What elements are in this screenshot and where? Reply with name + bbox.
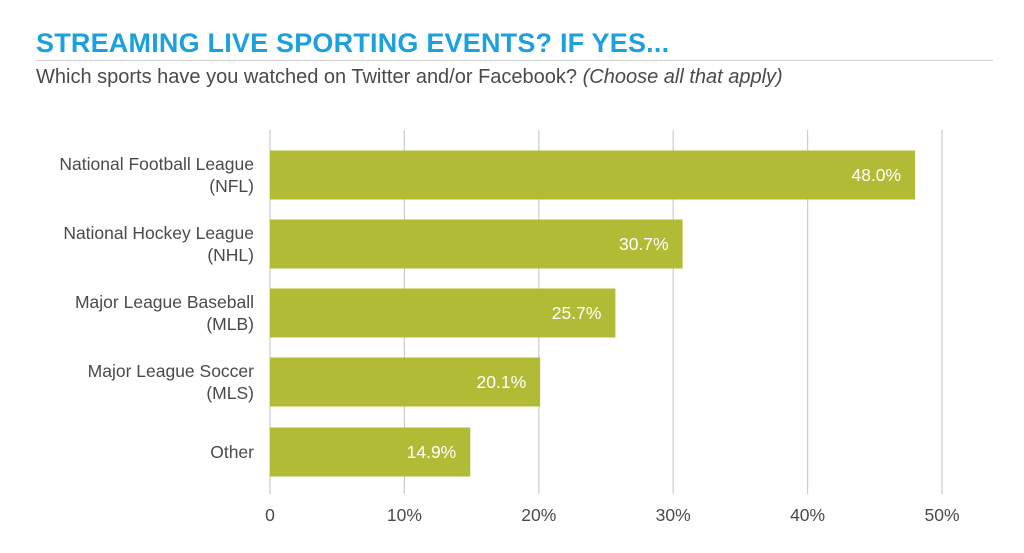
category-label: Other [210,442,254,462]
data-label: 25.7% [552,303,602,323]
bar [270,150,916,200]
bar [270,357,541,407]
data-label: 14.9% [407,442,457,462]
bar [270,219,683,269]
x-tick-label: 0 [265,505,275,525]
chart-title: STREAMING LIVE SPORTING EVENTS? IF YES..… [36,28,670,58]
category-label: (NHL) [207,245,254,265]
bar [270,427,471,477]
category-label: National Football League [59,154,254,174]
x-tick-label: 20% [521,505,556,525]
title-divider [36,60,993,61]
data-label: 48.0% [851,165,901,185]
x-tick-label: 40% [790,505,825,525]
category-label: (MLB) [206,314,254,334]
x-tick-labels: 0 10% 20% 30% 40% 50% [265,505,959,525]
category-label: (NFL) [209,176,254,196]
x-tick-label: 30% [656,505,691,525]
data-label: 30.7% [619,234,669,254]
bars: 48.0% 30.7% 25.7% 20.1% 14.9% [270,150,916,477]
category-label: (MLS) [206,383,254,403]
category-label: National Hockey League [63,223,254,243]
category-label: Major League Soccer [88,361,255,381]
subtitle-note: (Choose all that apply) [582,66,783,88]
x-tick-label: 50% [924,505,959,525]
data-label: 20.1% [477,372,527,392]
category-label: Major League Baseball [75,292,254,312]
subtitle-question: Which sports have you watched on Twitter… [36,66,578,88]
category-labels: National Football League(NFL) National Ho… [59,154,254,462]
x-tick-label: 10% [387,505,422,525]
bar [270,288,616,338]
chart-subtitle: Which sports have you watched on Twitter… [36,66,783,89]
